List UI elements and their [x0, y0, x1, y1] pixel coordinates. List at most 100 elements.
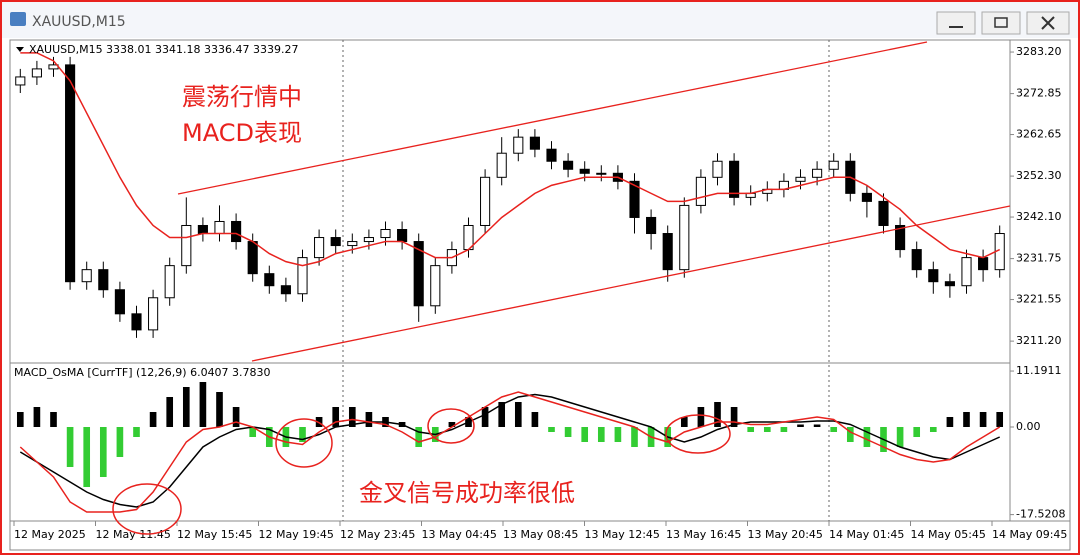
histogram-bar — [348, 407, 356, 427]
candle-body — [297, 257, 308, 295]
histogram-bar — [863, 427, 871, 447]
histogram-bar — [564, 427, 572, 437]
candle-body — [214, 220, 225, 235]
candle-body — [629, 180, 640, 218]
histogram-bar — [415, 427, 423, 447]
candle-body — [98, 269, 109, 291]
histogram-bar — [498, 402, 506, 427]
candle-body — [695, 176, 706, 206]
y-tick-label: 11.1911 — [1016, 364, 1062, 377]
histogram-bar — [631, 427, 638, 447]
histogram-bar — [99, 427, 107, 477]
histogram-bar — [182, 387, 190, 427]
histogram-bar — [614, 427, 622, 442]
y-tick-label: 3283.20 — [1016, 45, 1062, 58]
histogram-bar — [946, 417, 954, 427]
y-tick-label: 3211.20 — [1016, 334, 1062, 347]
histogram-bar — [481, 407, 489, 427]
histogram-bar — [548, 427, 555, 432]
highlight-circle — [665, 414, 731, 454]
candle-body — [529, 136, 540, 150]
y-tick-label: 3272.85 — [1016, 87, 1062, 100]
histogram-bar — [714, 402, 721, 427]
quote-label: 3338.01 3341.18 3336.47 3339.27 — [106, 43, 298, 56]
histogram-bar — [813, 424, 821, 427]
trendline — [251, 205, 1011, 362]
histogram-bar — [747, 427, 755, 432]
candle-body — [928, 269, 939, 283]
candle-body — [164, 265, 175, 299]
x-tick-label: 13 May 20:45 — [748, 528, 823, 541]
candle-body — [712, 160, 723, 178]
candle-body — [679, 204, 690, 271]
candle-body — [15, 76, 26, 86]
candle-body — [546, 148, 557, 162]
window-title: XAUUSD,M15 — [32, 14, 126, 30]
annotation: 震荡行情中 — [182, 83, 302, 111]
y-tick-label: -17.5208 — [1016, 508, 1065, 521]
x-tick-label: 13 May 12:45 — [585, 528, 660, 541]
minimize-button[interactable] — [936, 11, 976, 35]
indicator-label: MACD_OsMA [CurrTF] (12,26,9) 6.0407 3.78… — [14, 366, 271, 379]
candle-body — [878, 200, 889, 226]
candle-body — [231, 220, 242, 243]
histogram-bar — [448, 422, 456, 427]
x-tick-label: 12 May 19:45 — [259, 528, 334, 541]
y-tick-label: 0.00 — [1016, 420, 1041, 433]
histogram-bar — [797, 424, 804, 427]
candle-body — [662, 233, 673, 271]
histogram-bar — [216, 392, 223, 427]
histogram-bar — [299, 427, 306, 442]
histogram-bar — [66, 427, 74, 467]
histogram-bar — [332, 407, 340, 427]
candle-body — [380, 229, 391, 239]
candle-body — [347, 241, 358, 247]
candle-body — [961, 257, 972, 287]
x-tick-label: 12 May 23:45 — [340, 528, 415, 541]
candle-body — [81, 269, 92, 283]
histogram-bar — [830, 427, 838, 432]
restore-button[interactable] — [981, 11, 1021, 35]
histogram-bar — [780, 427, 788, 432]
title-bar — [2, 2, 1078, 38]
histogram-bar — [963, 412, 970, 427]
histogram-bar — [365, 412, 373, 427]
candle-body — [148, 297, 159, 331]
x-tick-label: 14 May 01:45 — [829, 528, 904, 541]
highlight-circle — [275, 418, 333, 468]
candle-body — [363, 237, 374, 243]
candle-body — [828, 160, 839, 170]
candle-body — [496, 152, 507, 178]
histogram-bar — [83, 427, 91, 487]
candle-body — [280, 285, 291, 295]
candle-body — [978, 257, 989, 271]
histogram-bar — [979, 412, 987, 427]
histogram-bar — [199, 382, 207, 427]
histogram-bar — [730, 407, 738, 427]
candle-body — [114, 289, 125, 315]
candle-body — [596, 172, 607, 175]
y-tick-label: 3262.65 — [1016, 128, 1062, 141]
indicator-line — [20, 52, 1001, 267]
histogram-bar — [116, 427, 124, 457]
histogram-bar — [249, 427, 257, 437]
candle-body — [197, 224, 208, 235]
candle-body — [513, 136, 524, 154]
histogram-bar — [581, 427, 589, 442]
histogram-bar — [149, 412, 157, 427]
histogram-bar — [16, 412, 24, 427]
histogram-bar — [597, 427, 605, 442]
histogram-bar — [50, 412, 57, 427]
candle-body — [264, 273, 275, 287]
histogram-bar — [680, 417, 688, 427]
candle-body — [480, 176, 491, 226]
x-tick-label: 12 May 15:45 — [177, 528, 252, 541]
candle-body — [397, 229, 408, 243]
trendline — [177, 41, 928, 195]
annotation: 金叉信号成功率很低 — [359, 479, 575, 507]
histogram-bar — [531, 412, 539, 427]
histogram-bar — [996, 412, 1004, 427]
histogram-bar — [232, 407, 240, 427]
